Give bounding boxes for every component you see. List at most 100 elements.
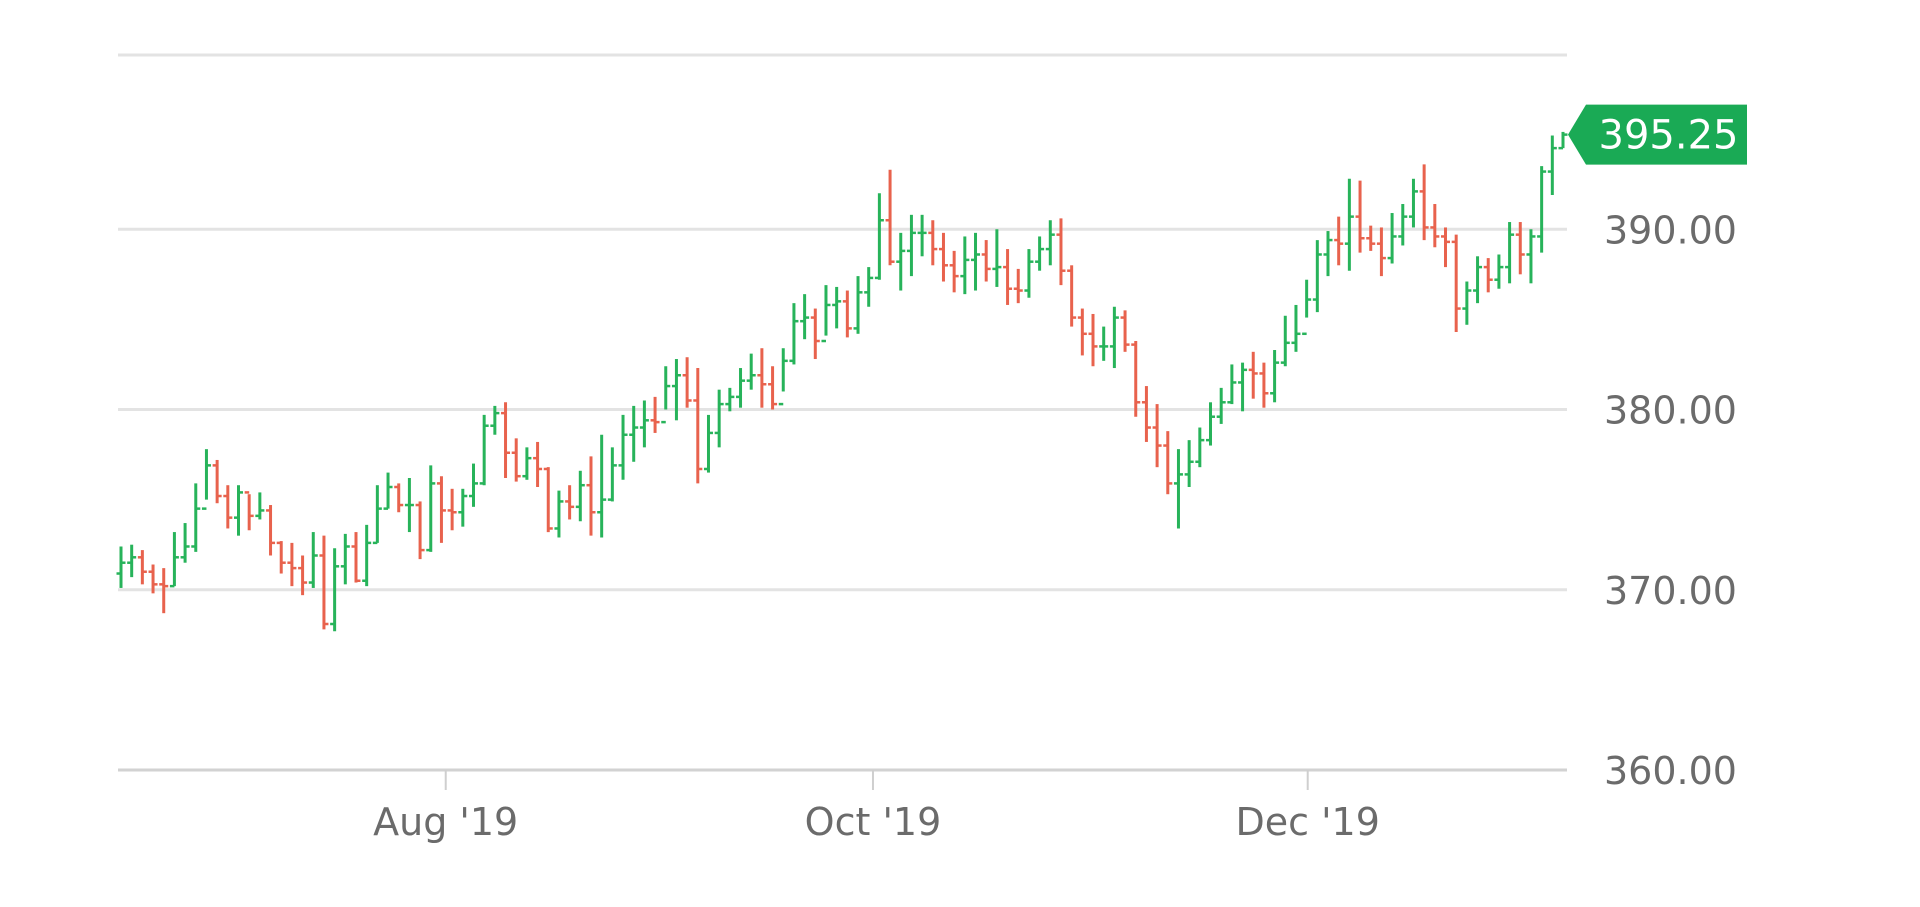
ohlc-bar: [1003, 249, 1013, 305]
ohlc-bar: [906, 214, 916, 277]
ohlc-bar: [244, 491, 254, 531]
ohlc-bar: [468, 463, 478, 507]
ohlc-bar: [1013, 268, 1023, 304]
ohlc-bar: [1216, 387, 1226, 424]
x-axis: Aug '19 Oct '19 Dec '19: [373, 770, 1380, 844]
ohlc-bar: [1184, 440, 1194, 488]
ohlc-bar: [415, 501, 425, 560]
ohlc-bar: [298, 555, 308, 596]
ohlc-bar: [490, 405, 500, 435]
ohlc-bar: [639, 400, 649, 448]
ohlc-bar: [1441, 227, 1451, 268]
ohlc-bar: [1408, 178, 1418, 228]
grid-lines: [118, 53, 1567, 772]
ohlc-bar: [522, 447, 532, 480]
ohlc-bar: [671, 359, 681, 421]
ohlc-bar: [864, 267, 874, 307]
ohlc-bar: [436, 476, 446, 543]
ohlc-bar: [1099, 326, 1109, 361]
ohlc-bar: [789, 303, 799, 365]
ohlc-bar: [1323, 231, 1333, 277]
ohlc-bar: [1173, 449, 1183, 529]
ohlc-bar: [372, 485, 382, 545]
y-tick-label: 390.00: [1604, 208, 1737, 252]
ohlc-bar: [201, 449, 211, 510]
ohlc-bar: [1141, 386, 1151, 442]
ohlc-bar: [212, 459, 222, 504]
ohlc-bar: [1206, 402, 1216, 446]
ohlc-bar: [1451, 234, 1461, 332]
ohlc-bar: [586, 456, 596, 536]
ohlc-bar: [703, 414, 713, 473]
ohlc-bar: [180, 523, 190, 563]
ohlc-bar: [1248, 351, 1258, 399]
ohlc-bar: [1045, 220, 1055, 266]
ohlc-bar: [1163, 431, 1173, 495]
ohlc-bar: [832, 286, 842, 329]
ohlc-bar: [287, 542, 297, 587]
ohlc-bar: [757, 348, 767, 408]
ohlc-bar: [319, 535, 329, 630]
ohlc-bar: [1238, 362, 1248, 412]
ohlc-bar: [1291, 304, 1301, 352]
ohlc-bar: [1547, 135, 1557, 196]
ohlc-bar: [885, 169, 895, 266]
ohlc-bar: [1494, 254, 1504, 289]
ohlc-bar: [447, 488, 457, 531]
ohlc-bar: [1109, 306, 1119, 369]
ohlc-bar: [1430, 204, 1440, 248]
ohlc-bar: [949, 250, 959, 293]
ohlc-bar: [1259, 362, 1269, 408]
ohlc-bar: [1473, 256, 1483, 304]
ohlc-bar: [1131, 341, 1141, 417]
ohlc-bar: [736, 368, 746, 408]
ohlc-bar: [1344, 178, 1354, 271]
ohlc-bar: [383, 472, 393, 510]
x-tick-label: Dec '19: [1236, 800, 1380, 844]
ohlc-bar: [618, 414, 628, 480]
ohlc-bar: [682, 357, 692, 408]
ohlc-bar: [394, 483, 404, 513]
ohlc-bar: [607, 447, 617, 502]
ohlc-bar: [1366, 225, 1376, 251]
ohlc-bar: [1387, 213, 1397, 264]
ohlc-bar: [1334, 216, 1344, 266]
y-axis: 360.00 370.00 380.00 390.00: [1604, 208, 1737, 793]
ohlc-bar: [821, 285, 831, 343]
ohlc-bar: [426, 465, 436, 552]
ohlc-bar: [543, 467, 553, 533]
ohlc-bar: [714, 389, 724, 448]
ohlc-bar: [917, 214, 927, 257]
ohlc-bar: [1227, 364, 1237, 405]
ohlc-bar: [938, 232, 948, 282]
ohlc-bar: [1120, 310, 1130, 352]
current-price-label: 395.25: [1599, 113, 1739, 159]
ohlc-bar: [853, 276, 863, 334]
ohlc-bar: [992, 229, 1002, 287]
ohlc-bar: [800, 294, 810, 340]
x-tick-label: Oct '19: [805, 800, 942, 844]
ohlc-bar: [1376, 227, 1386, 277]
ohlc-bar: [1152, 404, 1162, 468]
current-price-tag: 395.25: [1568, 104, 1747, 165]
ohlc-bar: [404, 477, 414, 533]
ohlc-bar: [842, 290, 852, 338]
ohlc-bar: [874, 193, 884, 280]
ohlc-bar: [1195, 427, 1205, 468]
ohlc-bar: [565, 485, 575, 520]
ohlc-bar: [1077, 308, 1087, 356]
ohlc-bar: [1270, 350, 1280, 403]
current-price-tag-shape: [1568, 104, 1747, 165]
ohlc-bar: [575, 470, 585, 522]
y-tick-label: 370.00: [1604, 569, 1737, 613]
ohlc-bar: [308, 532, 318, 588]
x-tick-label: Aug '19: [373, 800, 518, 844]
ohlc-bar: [148, 564, 158, 594]
ohlc-bar: [693, 368, 703, 484]
ohlc-bar: [1419, 164, 1429, 241]
ohlc-bar: [479, 414, 489, 486]
y-tick-label: 380.00: [1604, 389, 1737, 433]
ohlc-bar: [1537, 166, 1547, 253]
ohlc-bar: [458, 488, 468, 527]
